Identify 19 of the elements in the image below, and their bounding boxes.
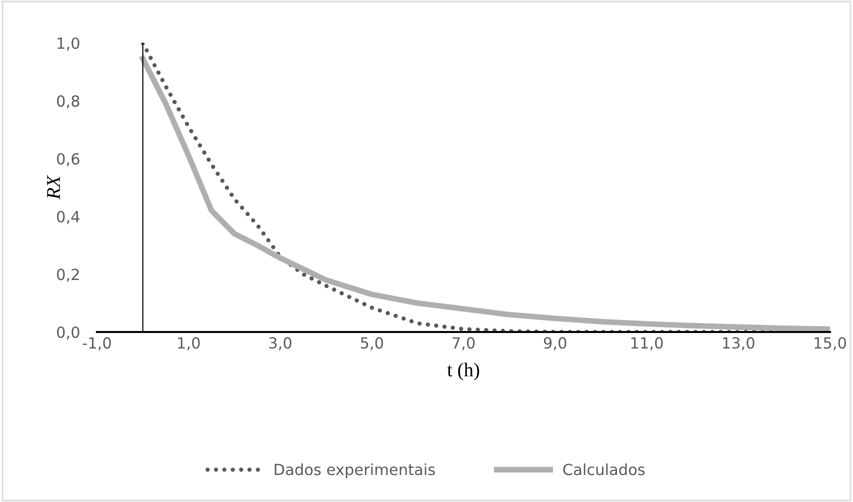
x-tick-label: 7,0 — [452, 337, 475, 350]
y-tick-label: 1,0 — [58, 37, 80, 51]
x-axis-title: t (h) — [447, 362, 480, 380]
x-tick-label: 3,0 — [269, 337, 292, 350]
x-tick-label: 9,0 — [544, 337, 566, 350]
x-tick-label: 11,0 — [631, 337, 663, 350]
legend-label: Calculados — [563, 463, 645, 476]
x-tick-label: 13,0 — [723, 337, 754, 350]
y-tick-label: 0,4 — [57, 210, 80, 224]
x-tick-label: 1,0 — [178, 337, 200, 350]
y-axis-title: RX — [47, 174, 60, 200]
x-tick-label: 5,0 — [360, 337, 384, 350]
legend-label: Dados experimentais — [274, 463, 435, 478]
y-tick-label: 0,8 — [57, 95, 80, 108]
x-tick-label: 15,0 — [814, 337, 846, 350]
y-tick-label: 0,2 — [57, 268, 79, 282]
x-tick-label: -1,0 — [82, 337, 111, 350]
y-tick-label: 0,0 — [57, 326, 80, 340]
y-tick-label: 0,6 — [57, 153, 80, 166]
